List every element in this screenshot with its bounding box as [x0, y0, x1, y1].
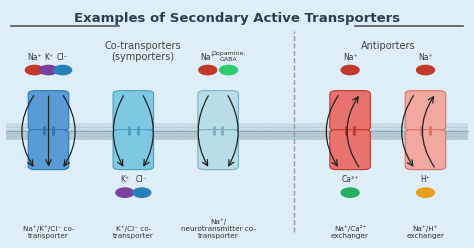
- FancyBboxPatch shape: [405, 91, 446, 131]
- FancyBboxPatch shape: [113, 130, 154, 170]
- Circle shape: [54, 65, 72, 75]
- FancyBboxPatch shape: [28, 130, 69, 170]
- FancyBboxPatch shape: [6, 131, 468, 140]
- FancyBboxPatch shape: [6, 123, 468, 131]
- Circle shape: [116, 188, 134, 197]
- Text: Na⁺/
neurotransmitter co-
transporter: Na⁺/ neurotransmitter co- transporter: [181, 218, 255, 239]
- Circle shape: [26, 65, 43, 75]
- Text: Dopamine,
GABA: Dopamine, GABA: [211, 51, 246, 62]
- Text: Na⁺/H⁺
exchanger: Na⁺/H⁺ exchanger: [407, 225, 445, 239]
- Text: Na⁺: Na⁺: [418, 53, 433, 62]
- FancyBboxPatch shape: [113, 91, 154, 131]
- FancyBboxPatch shape: [198, 91, 238, 131]
- Text: Na⁺/K⁺/Cl⁻ co-
transporter: Na⁺/K⁺/Cl⁻ co- transporter: [23, 225, 74, 239]
- Text: Cl⁻: Cl⁻: [136, 175, 147, 184]
- FancyBboxPatch shape: [330, 91, 370, 131]
- Circle shape: [417, 188, 435, 197]
- Circle shape: [219, 65, 237, 75]
- Text: Co-transporters
(symporters): Co-transporters (symporters): [104, 41, 181, 62]
- FancyBboxPatch shape: [330, 130, 370, 170]
- Circle shape: [341, 188, 359, 197]
- FancyBboxPatch shape: [28, 91, 69, 131]
- Text: Na⁺: Na⁺: [343, 53, 357, 62]
- FancyBboxPatch shape: [405, 130, 446, 170]
- Text: K⁺: K⁺: [120, 175, 129, 184]
- Circle shape: [341, 65, 359, 75]
- Text: K⁺/Cl⁻ co-
transporter: K⁺/Cl⁻ co- transporter: [113, 225, 154, 239]
- Text: Na⁺: Na⁺: [201, 53, 215, 62]
- Circle shape: [417, 65, 435, 75]
- Circle shape: [133, 188, 151, 197]
- Text: K⁺: K⁺: [44, 53, 53, 62]
- Text: Antiporters: Antiporters: [361, 41, 415, 51]
- Text: Examples of Secondary Active Transporters: Examples of Secondary Active Transporter…: [74, 12, 400, 26]
- Text: Na⁺/Ca²⁺
exchanger: Na⁺/Ca²⁺ exchanger: [331, 225, 369, 239]
- Circle shape: [39, 65, 57, 75]
- Text: Cl⁻: Cl⁻: [57, 53, 68, 62]
- Text: H⁺: H⁺: [420, 175, 430, 184]
- Text: Ca²⁺: Ca²⁺: [341, 175, 359, 184]
- FancyBboxPatch shape: [198, 130, 238, 170]
- Circle shape: [199, 65, 217, 75]
- Text: Na⁺: Na⁺: [27, 53, 42, 62]
